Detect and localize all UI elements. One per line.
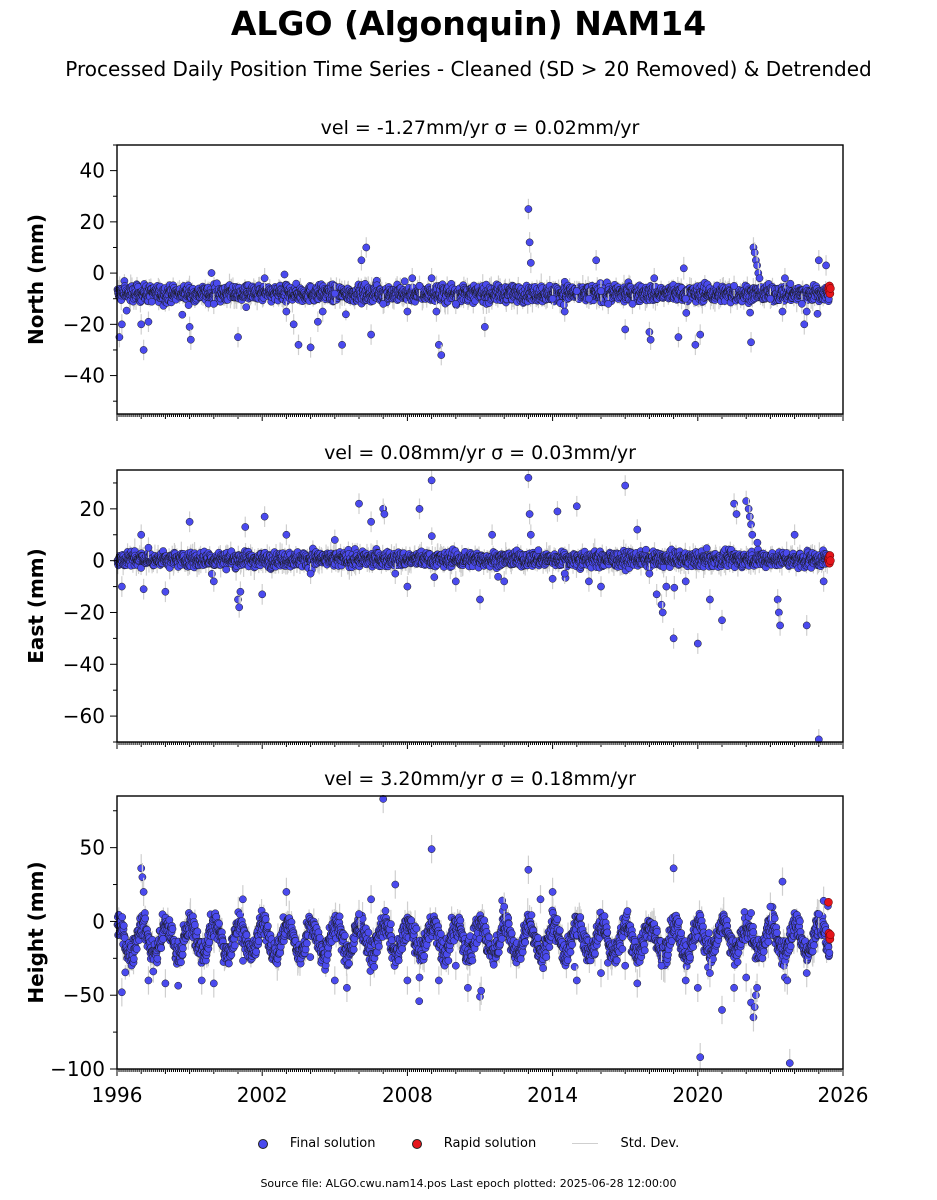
final-point (604, 299, 613, 308)
final-point (117, 320, 126, 329)
final-point (755, 274, 764, 283)
final-point (306, 343, 315, 352)
y-tick-label: 20 (80, 210, 105, 234)
final-point (786, 279, 795, 288)
final-point (186, 335, 195, 344)
final-point (526, 258, 535, 267)
final-point (415, 282, 424, 290)
final-point (822, 261, 830, 270)
final-point (674, 333, 683, 341)
plots-canvas: vel = -1.27mm/yr σ = 0.02mm/yr North (mm)… (24, 117, 868, 1107)
final-point (362, 243, 371, 252)
final-point (294, 340, 303, 349)
final-point (628, 299, 637, 308)
final-point (679, 264, 688, 273)
final-point (524, 205, 533, 213)
final-point (408, 274, 417, 283)
final-point (585, 294, 593, 303)
final-point (650, 274, 659, 283)
final-point (798, 299, 806, 308)
final-point (242, 303, 251, 312)
figure-subtitle: Processed Daily Position Time Series - C… (0, 57, 937, 81)
final-point (480, 323, 489, 331)
final-point (813, 309, 822, 318)
rapid-point (826, 284, 835, 293)
final-point (746, 308, 754, 317)
final-point (560, 307, 569, 316)
final-point (682, 309, 691, 317)
final-point (122, 306, 131, 315)
final-point (207, 269, 216, 277)
final-point (800, 320, 809, 329)
final-point (260, 274, 269, 283)
final-point (357, 256, 366, 265)
panel-title: vel = -1.27mm/yr σ = 0.02mm/yr (321, 117, 640, 139)
final-point (367, 330, 375, 339)
final-point (208, 570, 216, 578)
y-tick-label: −40 (63, 364, 105, 388)
final-point (778, 307, 787, 316)
final-point (318, 307, 327, 316)
y-tick-label: −20 (63, 312, 105, 336)
final-point (379, 299, 388, 308)
final-point (184, 301, 193, 309)
final-point (597, 287, 605, 295)
panel-title: vel = 0.08mm/yr σ = 0.03mm/yr (324, 442, 636, 464)
final-point (451, 299, 460, 308)
final-point (696, 330, 705, 339)
final-point (400, 277, 409, 286)
final-point (621, 325, 630, 334)
y-tick-label: 0 (92, 261, 105, 285)
figure-title: ALGO (Algonquin) NAM14 (0, 4, 937, 43)
final-point (814, 256, 823, 265)
final-point (681, 294, 690, 303)
final-point (338, 340, 346, 349)
y-axis-label: North (mm) (24, 214, 48, 345)
final-point (280, 270, 289, 279)
final-point (137, 320, 146, 329)
final-point (645, 328, 654, 336)
final-point (437, 351, 446, 359)
final-point (750, 248, 759, 257)
final-point (209, 299, 218, 308)
final-point (178, 310, 187, 319)
final-point (802, 307, 811, 316)
final-point (691, 340, 700, 349)
y-axis-label: East (mm) (24, 548, 48, 664)
final-point (572, 287, 581, 295)
final-point (730, 282, 738, 290)
final-point (330, 289, 339, 298)
final-point (525, 238, 534, 247)
final-point (139, 346, 148, 354)
final-point (222, 565, 231, 574)
final-point (766, 294, 775, 303)
final-point (185, 323, 194, 331)
y-tick-label: 40 (80, 159, 105, 183)
final-point (592, 256, 601, 265)
final-point (403, 307, 412, 316)
final-point (747, 338, 755, 347)
final-point (289, 320, 298, 329)
final-point (234, 333, 242, 341)
final-point (432, 307, 441, 316)
final-point (781, 274, 789, 283)
final-point (342, 310, 350, 319)
final-point (753, 261, 761, 270)
final-point (427, 274, 436, 283)
final-point (282, 307, 291, 316)
final-point (314, 317, 322, 326)
final-point (144, 317, 153, 326)
final-point (646, 335, 655, 344)
final-point (548, 294, 557, 303)
